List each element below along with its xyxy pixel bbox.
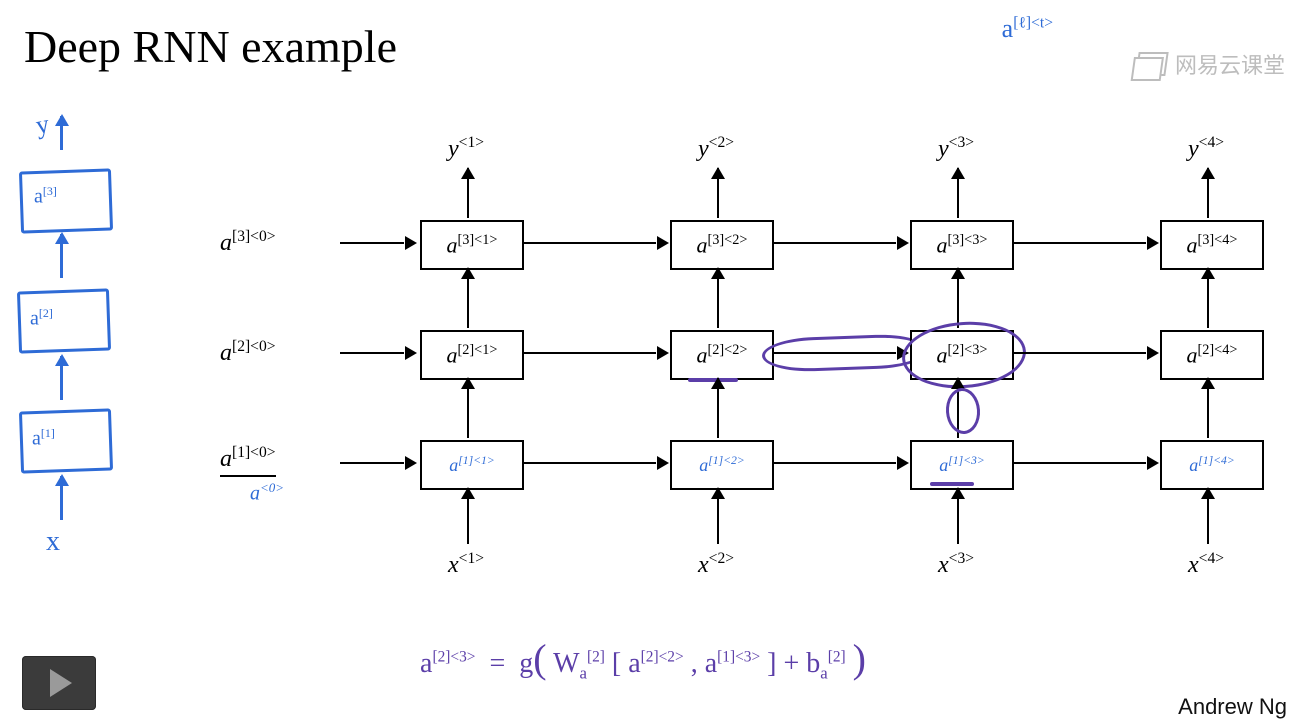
arrow-right — [772, 462, 908, 464]
arrow-right — [1012, 242, 1158, 244]
node-l3-t2: a[3]<2> — [670, 220, 774, 270]
node-l2-t4: a[2]<4> — [1160, 330, 1264, 380]
output-y4: y<4> — [1188, 134, 1224, 163]
node-l2-t1: a[2]<1> — [420, 330, 524, 380]
hand-underline — [930, 482, 974, 486]
side-box-3: a[3] — [34, 184, 57, 209]
node-l2-t2: a[2]<2> — [670, 330, 774, 380]
arrow-right — [340, 352, 416, 354]
side-y-label: y — [33, 109, 51, 141]
hand-small-circle — [944, 387, 981, 435]
node-l1-t2: a[1]<2> — [670, 440, 774, 490]
arrow-right — [340, 462, 416, 464]
arrow-right — [1012, 352, 1158, 354]
play-icon — [50, 669, 72, 697]
node-l3-t4: a[3]<4> — [1160, 220, 1264, 270]
node-l3-t1: a[3]<1> — [420, 220, 524, 270]
arrow-right — [340, 242, 416, 244]
output-y2: y<2> — [698, 134, 734, 163]
init-a2: a[2]<0> — [220, 338, 276, 367]
book-icon — [1135, 52, 1168, 76]
output-y3: y<3> — [938, 134, 974, 163]
side-box-2: a[2] — [30, 306, 53, 331]
author-credit: Andrew Ng — [1178, 694, 1287, 720]
side-box-1: a[1] — [32, 426, 55, 451]
top-hand-annotation: a[ℓ]<t> — [1002, 14, 1053, 44]
init-a0-hand: a<0> — [250, 480, 284, 506]
watermark: 网易云课堂 — [1137, 48, 1285, 80]
arrow-right — [1012, 462, 1158, 464]
node-l1-t1: a[1]<1> — [420, 440, 524, 490]
input-x1: x<1> — [448, 550, 484, 579]
play-button[interactable] — [22, 656, 96, 710]
init-a1: a[1]<0> — [220, 444, 276, 477]
rnn-diagram: y<1> y<2> y<3> y<4> a[3]<0> a[3]<1> a[3]… — [190, 130, 1270, 590]
node-l1-t4: a[1]<4> — [1160, 440, 1264, 490]
arrow-right — [772, 242, 908, 244]
page-title: Deep RNN example — [24, 20, 397, 73]
init-a3: a[3]<0> — [220, 228, 276, 257]
arrow-right — [522, 462, 668, 464]
side-x-label: x — [46, 526, 60, 558]
input-x3: x<3> — [938, 550, 974, 579]
node-l3-t3: a[3]<3> — [910, 220, 1014, 270]
watermark-text: 网易云课堂 — [1175, 48, 1285, 80]
output-y1: y<1> — [448, 134, 484, 163]
side-sketch: y a[3] a[2] a[1] x — [12, 110, 162, 570]
input-x2: x<2> — [698, 550, 734, 579]
arrow-right — [522, 242, 668, 244]
arrow-right — [522, 352, 668, 354]
input-x4: x<4> — [1188, 550, 1224, 579]
hand-equation: a[2]<3> = g( Wa[2] [ a[2]<2> , a[1]<3> ]… — [420, 635, 866, 684]
